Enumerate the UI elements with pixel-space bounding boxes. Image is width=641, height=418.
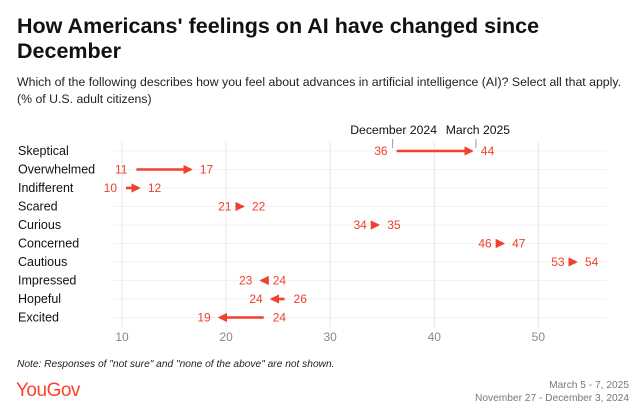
category-label: Excited	[18, 311, 59, 325]
value-label-december: 11	[115, 163, 128, 177]
value-label-december: 46	[478, 237, 492, 251]
category-label: Impressed	[18, 274, 76, 288]
value-label-december: 21	[218, 200, 232, 214]
value-label-march: 35	[387, 218, 401, 232]
category-label: Curious	[18, 218, 61, 232]
value-label-december: 26	[294, 292, 308, 306]
legend-start-label: December 2024	[350, 123, 437, 137]
survey-dates: March 5 - 7, 2025 November 27 - December…	[475, 379, 629, 405]
value-label-march: 47	[512, 237, 526, 251]
x-tick-label: 50	[532, 330, 546, 344]
value-label-march: 44	[481, 144, 495, 158]
category-label: Concerned	[18, 237, 79, 251]
value-label-december: 34	[353, 218, 367, 232]
survey-date-march: March 5 - 7, 2025	[549, 380, 629, 391]
category-label: Indifferent	[18, 181, 74, 195]
category-label: Cautious	[18, 255, 67, 269]
footnote: Note: Responses of "not sure" and "none …	[17, 359, 335, 370]
value-label-march: 12	[148, 181, 162, 195]
category-label: Scared	[18, 200, 58, 214]
yougov-logo: YouGov	[16, 380, 80, 401]
value-label-december: 24	[273, 311, 287, 325]
value-label-march: 24	[249, 292, 263, 306]
value-label-march: 17	[200, 163, 214, 177]
value-label-march: 54	[585, 255, 599, 269]
value-label-december: 10	[104, 181, 118, 195]
value-label-march: 22	[252, 200, 266, 214]
x-tick-label: 30	[323, 330, 337, 344]
category-label: Hopeful	[18, 292, 61, 306]
category-label: Skeptical	[18, 144, 69, 158]
value-label-december: 36	[374, 144, 388, 158]
x-tick-label: 10	[115, 330, 129, 344]
value-label-march: 23	[239, 274, 253, 288]
value-label-december: 53	[551, 255, 565, 269]
x-tick-label: 40	[428, 330, 442, 344]
chart-subtitle: Which of the following describes how you…	[17, 75, 622, 106]
value-label-march: 19	[197, 311, 211, 325]
legend-end-label: March 2025	[446, 123, 511, 137]
chart-title: How Americans' feelings on AI have chang…	[17, 14, 540, 63]
x-tick-label: 20	[219, 330, 233, 344]
value-label-december: 24	[273, 274, 287, 288]
survey-date-december: November 27 - December 3, 2024	[474, 393, 629, 404]
category-label: Overwhelmed	[18, 163, 95, 177]
